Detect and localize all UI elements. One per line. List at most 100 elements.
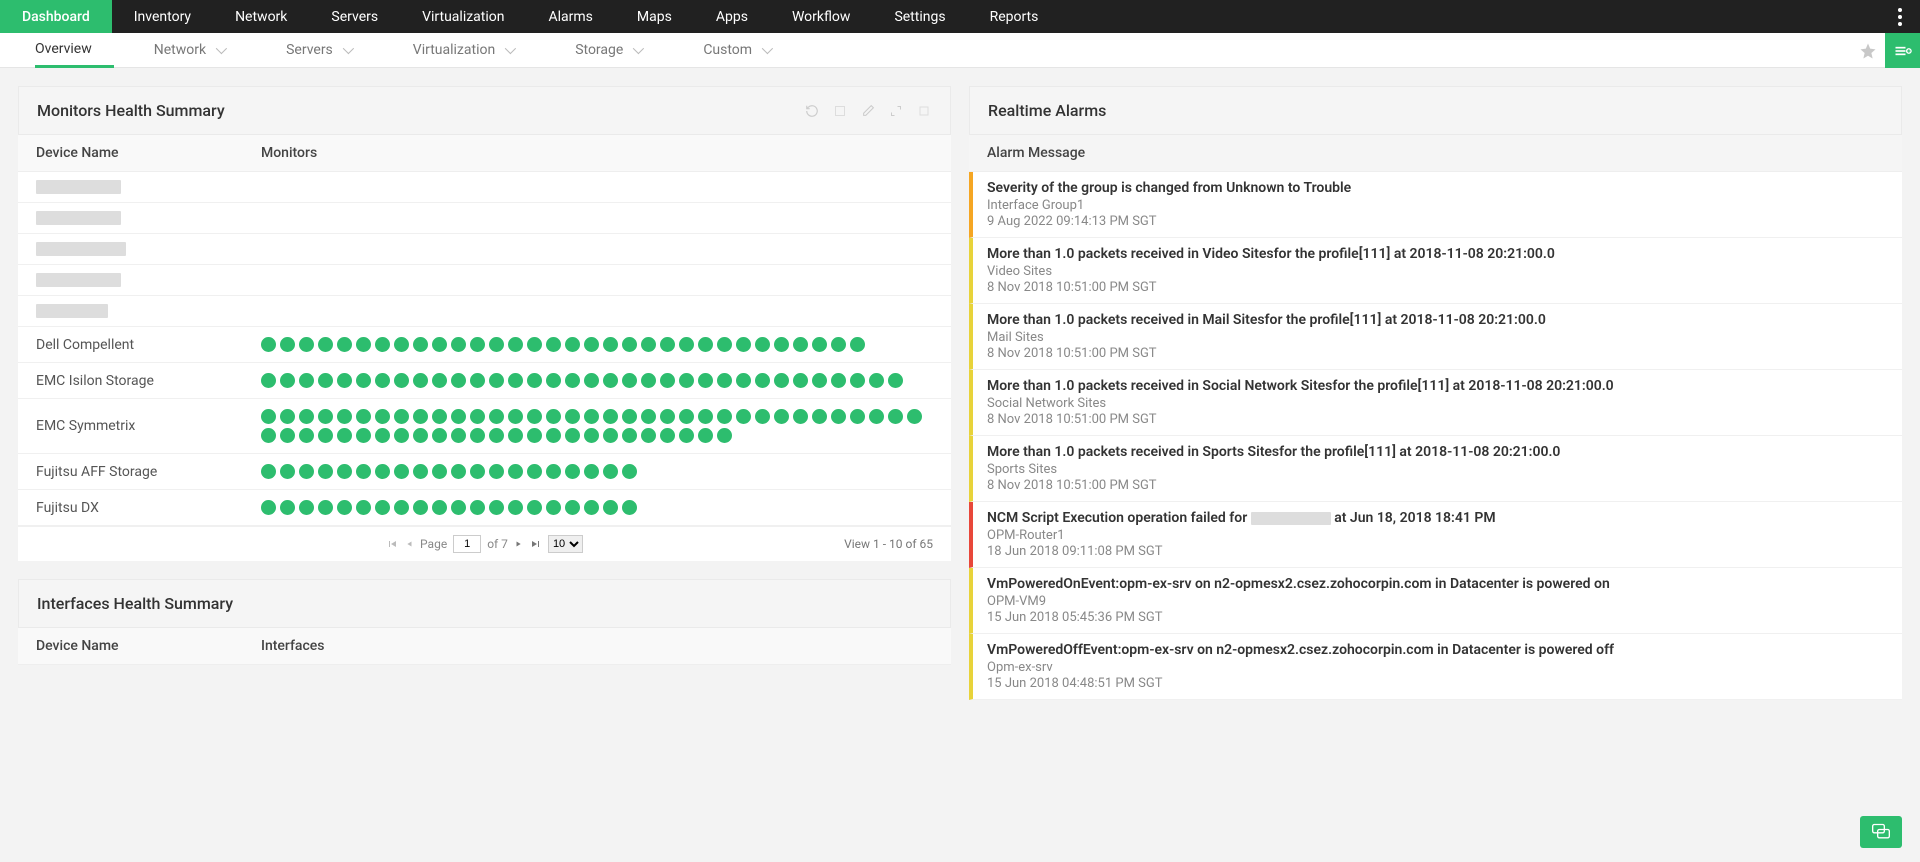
monitor-status-dot[interactable] — [717, 373, 732, 388]
monitor-status-dot[interactable] — [869, 373, 884, 388]
monitor-status-dot[interactable] — [299, 409, 314, 424]
alarm-row[interactable]: More than 1.0 packets received in Social… — [969, 370, 1902, 436]
pager-next-icon[interactable] — [514, 538, 524, 550]
monitor-status-dot[interactable] — [337, 464, 352, 479]
monitor-status-dot[interactable] — [470, 337, 485, 352]
monitor-status-dot[interactable] — [774, 373, 789, 388]
topnav-item-workflow[interactable]: Workflow — [770, 0, 873, 33]
monitor-status-dot[interactable] — [603, 500, 618, 515]
monitor-status-dot[interactable] — [508, 373, 523, 388]
monitor-status-dot[interactable] — [831, 409, 846, 424]
monitor-status-dot[interactable] — [546, 464, 561, 479]
monitor-status-dot[interactable] — [660, 428, 675, 443]
table-row[interactable] — [18, 234, 951, 265]
monitor-status-dot[interactable] — [755, 409, 770, 424]
monitor-status-dot[interactable] — [907, 409, 922, 424]
topnav-item-servers[interactable]: Servers — [309, 0, 400, 33]
monitor-status-dot[interactable] — [375, 409, 390, 424]
add-widget-button[interactable] — [1885, 33, 1920, 68]
monitor-status-dot[interactable] — [356, 409, 371, 424]
monitor-status-dot[interactable] — [356, 428, 371, 443]
monitor-status-dot[interactable] — [679, 373, 694, 388]
monitor-status-dot[interactable] — [546, 428, 561, 443]
monitor-status-dot[interactable] — [261, 500, 276, 515]
monitor-status-dot[interactable] — [603, 464, 618, 479]
monitor-status-dot[interactable] — [375, 500, 390, 515]
monitor-status-dot[interactable] — [337, 428, 352, 443]
topnav-item-alarms[interactable]: Alarms — [527, 0, 615, 33]
expand-icon[interactable] — [888, 103, 904, 119]
monitor-status-dot[interactable] — [470, 428, 485, 443]
monitor-status-dot[interactable] — [584, 337, 599, 352]
monitor-status-dot[interactable] — [831, 373, 846, 388]
topnav-item-apps[interactable]: Apps — [694, 0, 770, 33]
monitor-status-dot[interactable] — [565, 337, 580, 352]
monitor-status-dot[interactable] — [698, 409, 713, 424]
monitor-status-dot[interactable] — [356, 373, 371, 388]
monitor-status-dot[interactable] — [755, 337, 770, 352]
monitor-status-dot[interactable] — [774, 409, 789, 424]
alarm-row[interactable]: More than 1.0 packets received in Mail S… — [969, 304, 1902, 370]
table-row[interactable] — [18, 265, 951, 296]
monitor-status-dot[interactable] — [489, 428, 504, 443]
monitor-status-dot[interactable] — [850, 373, 865, 388]
subnav-item-servers[interactable]: Servers — [286, 33, 373, 68]
monitor-status-dot[interactable] — [698, 373, 713, 388]
monitor-status-dot[interactable] — [584, 373, 599, 388]
monitor-status-dot[interactable] — [432, 337, 447, 352]
monitor-status-dot[interactable] — [451, 428, 466, 443]
monitor-status-dot[interactable] — [280, 337, 295, 352]
monitor-status-dot[interactable] — [318, 464, 333, 479]
monitor-status-dot[interactable] — [299, 464, 314, 479]
alarm-row[interactable]: VmPoweredOnEvent:opm-ex-srv on n2-opmesx… — [969, 568, 1902, 634]
monitor-status-dot[interactable] — [261, 464, 276, 479]
monitor-status-dot[interactable] — [622, 373, 637, 388]
monitor-status-dot[interactable] — [565, 373, 580, 388]
monitor-status-dot[interactable] — [356, 464, 371, 479]
monitor-status-dot[interactable] — [508, 337, 523, 352]
monitor-status-dot[interactable] — [603, 337, 618, 352]
monitor-status-dot[interactable] — [318, 337, 333, 352]
monitor-status-dot[interactable] — [394, 337, 409, 352]
monitor-status-dot[interactable] — [337, 373, 352, 388]
monitor-status-dot[interactable] — [622, 464, 637, 479]
monitor-status-dot[interactable] — [736, 409, 751, 424]
monitor-status-dot[interactable] — [489, 464, 504, 479]
monitor-status-dot[interactable] — [413, 373, 428, 388]
monitor-status-dot[interactable] — [280, 428, 295, 443]
monitor-status-dot[interactable] — [451, 373, 466, 388]
monitor-status-dot[interactable] — [280, 373, 295, 388]
subnav-item-network[interactable]: Network — [154, 33, 246, 68]
monitor-status-dot[interactable] — [603, 409, 618, 424]
monitor-status-dot[interactable] — [584, 464, 599, 479]
monitor-status-dot[interactable] — [508, 428, 523, 443]
monitor-status-dot[interactable] — [318, 428, 333, 443]
monitor-status-dot[interactable] — [603, 373, 618, 388]
monitor-status-dot[interactable] — [261, 428, 276, 443]
monitor-status-dot[interactable] — [660, 337, 675, 352]
monitor-status-dot[interactable] — [413, 337, 428, 352]
monitor-status-dot[interactable] — [394, 409, 409, 424]
monitor-status-dot[interactable] — [470, 464, 485, 479]
alarm-row[interactable]: More than 1.0 packets received in Video … — [969, 238, 1902, 304]
alarm-row[interactable]: NCM Script Execution operation failed fo… — [969, 502, 1902, 568]
monitor-status-dot[interactable] — [565, 464, 580, 479]
monitor-status-dot[interactable] — [584, 500, 599, 515]
table-row[interactable]: Dell Compellent — [18, 327, 951, 363]
monitor-status-dot[interactable] — [508, 409, 523, 424]
monitor-status-dot[interactable] — [527, 373, 542, 388]
monitor-status-dot[interactable] — [888, 409, 903, 424]
monitor-status-dot[interactable] — [451, 464, 466, 479]
monitor-status-dot[interactable] — [394, 428, 409, 443]
pager-page-input[interactable] — [453, 535, 481, 553]
table-row[interactable] — [18, 172, 951, 203]
monitor-status-dot[interactable] — [356, 500, 371, 515]
monitor-status-dot[interactable] — [679, 337, 694, 352]
monitor-status-dot[interactable] — [641, 337, 656, 352]
monitor-status-dot[interactable] — [299, 500, 314, 515]
monitor-status-dot[interactable] — [318, 409, 333, 424]
subnav-item-custom[interactable]: Custom — [703, 33, 792, 68]
monitor-status-dot[interactable] — [394, 373, 409, 388]
table-row[interactable] — [18, 203, 951, 234]
chat-button[interactable] — [1860, 816, 1902, 848]
